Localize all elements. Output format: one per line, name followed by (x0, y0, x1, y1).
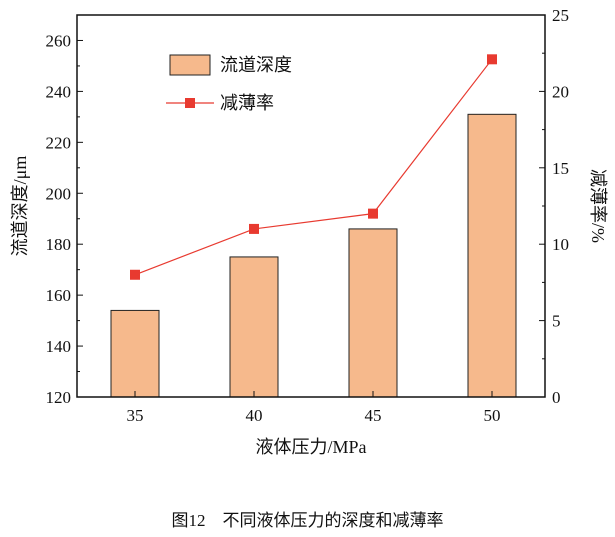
legend-line-marker (185, 98, 195, 108)
y-tick-label: 200 (46, 184, 72, 203)
line-series (134, 58, 493, 276)
bar (348, 228, 398, 398)
y-tick-label: 260 (46, 31, 72, 50)
y-tick-label: 160 (46, 286, 72, 305)
line-point (368, 208, 378, 219)
y-tick-label: 240 (46, 82, 72, 101)
x-axis-label: 液体压力/MPa (255, 437, 366, 457)
y2-tick-label: 15 (552, 159, 569, 178)
y2-tick-label: 25 (552, 6, 569, 25)
y2-tick-label: 0 (552, 388, 561, 407)
x-tick-label: 40 (246, 406, 263, 425)
x-tick-label: 45 (365, 406, 382, 425)
y2-axis-label: 减薄率/% (588, 169, 608, 243)
x-tick-label: 50 (484, 406, 501, 425)
chart: 120 140 160 180 200 220 240 260 0 5 10 15 20 25 35 40 45… (10, 6, 608, 457)
bar (110, 309, 160, 398)
y-tick-label: 140 (46, 337, 72, 356)
y-tick-label: 180 (46, 235, 72, 254)
y-tick-label: 220 (46, 133, 72, 152)
line-point (130, 269, 140, 280)
y2-tick-label: 5 (552, 312, 561, 331)
y-axis-label: 流道深度/μm (10, 156, 30, 257)
bar (467, 113, 517, 398)
x-tick-label: 35 (127, 406, 144, 425)
line-point (487, 54, 497, 65)
legend-bar-swatch (169, 54, 211, 76)
legend-label: 流道深度 (220, 55, 292, 75)
legend-label: 减薄率 (220, 93, 274, 113)
bar (229, 256, 279, 398)
line-point (249, 223, 259, 234)
y2-tick-label: 20 (552, 82, 569, 101)
y-tick-label: 120 (46, 388, 72, 407)
y2-tick-label: 10 (552, 235, 569, 254)
figure-caption: 图12 不同液体压力的深度和减薄率 (171, 511, 444, 530)
